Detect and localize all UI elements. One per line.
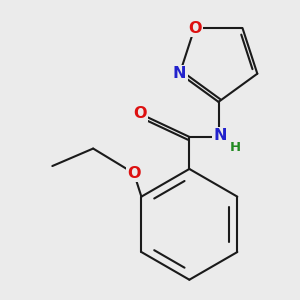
Text: N: N [213,128,227,143]
Text: N: N [173,66,186,81]
Text: O: O [127,166,141,181]
Text: O: O [188,21,201,36]
Text: O: O [133,106,146,121]
Text: H: H [230,141,241,154]
